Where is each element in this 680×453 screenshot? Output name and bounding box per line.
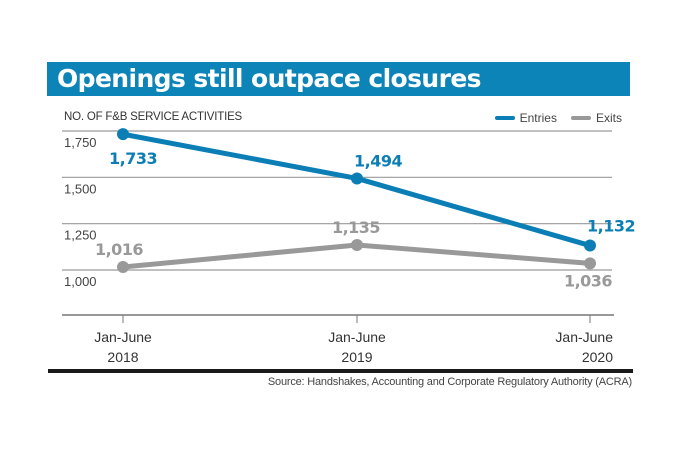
chart-title: Openings still outpace closures <box>57 64 482 93</box>
x-tick-label: 2018 <box>107 349 138 365</box>
title-banner: Openings still outpace closures <box>47 62 630 96</box>
data-label-entries: 1,494 <box>354 151 402 170</box>
data-point-entries <box>351 172 363 185</box>
x-tick-label: 2019 <box>341 349 372 365</box>
y-tick-label: 1,250 <box>64 228 97 243</box>
legend-swatch-exits <box>570 116 591 120</box>
source-note: Source: Handshakes, Accounting and Corpo… <box>267 376 632 388</box>
y-tick-label: 1,500 <box>64 181 97 196</box>
data-point-entries <box>117 128 129 141</box>
data-point-exits <box>351 238 363 251</box>
legend-label-exits: Exits <box>595 111 622 125</box>
legend-item-exits: Exits <box>570 111 622 125</box>
y-axis-title: NO. OF F&B SERVICE ACTIVITIES <box>64 111 243 123</box>
data-label-exits: 1,135 <box>332 218 380 237</box>
x-tick-label: 2020 <box>582 349 613 365</box>
y-tick-label: 1,000 <box>64 274 97 289</box>
legend-swatch-entries <box>494 116 515 120</box>
y-tick-label: 1,750 <box>64 135 97 150</box>
data-point-entries <box>584 239 596 252</box>
data-point-exits <box>117 261 129 274</box>
legend: Entries Exits <box>481 111 622 125</box>
x-tick-label: Jan-June <box>328 329 386 345</box>
legend-item-entries: Entries <box>494 111 557 125</box>
data-label-exits: 1,016 <box>95 240 143 259</box>
data-label-entries: 1,733 <box>109 149 157 168</box>
bottom-rule <box>48 369 633 373</box>
x-tick-label: Jan-June <box>555 329 613 345</box>
data-label-exits: 1,036 <box>564 271 612 290</box>
legend-label-entries: Entries <box>519 111 557 125</box>
data-label-entries: 1,132 <box>587 217 635 236</box>
x-tick-label: Jan-June <box>94 329 152 345</box>
data-point-exits <box>584 257 596 270</box>
